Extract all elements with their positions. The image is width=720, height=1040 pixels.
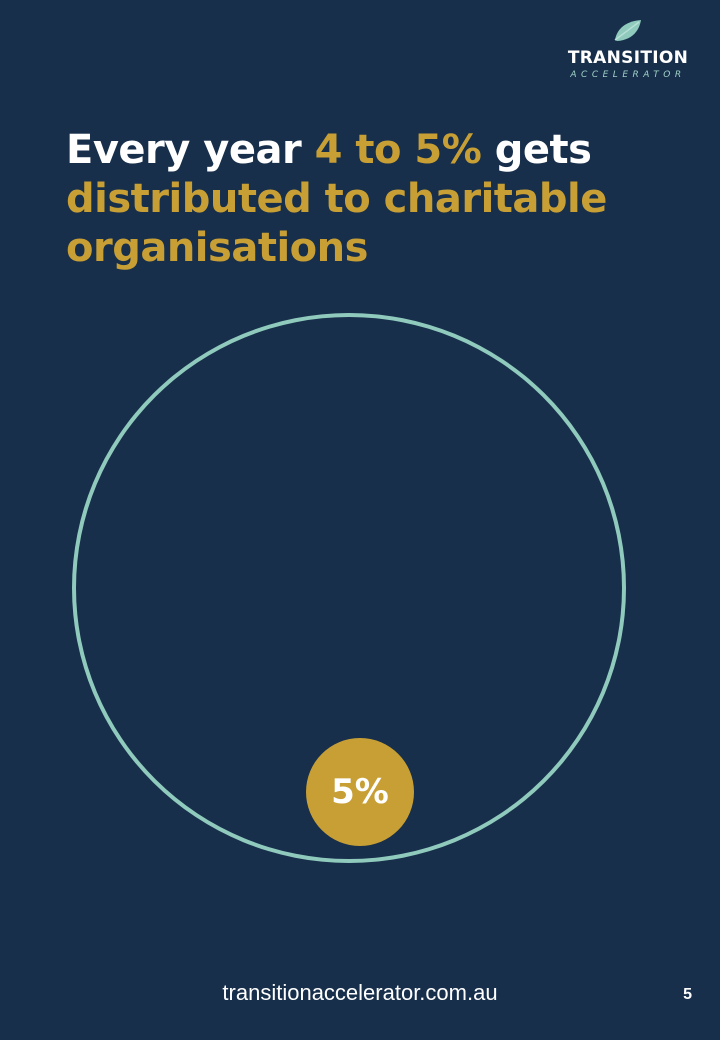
logo: TRANSITION ACCELERATOR (564, 18, 692, 88)
headline-part2: gets (481, 127, 592, 173)
footer-url[interactable]: transitionaccelerator.com.au (222, 980, 498, 1005)
distribution-badge: 5% (306, 738, 414, 846)
headline-highlight-percentage: 4 to 5% (314, 127, 482, 173)
page-number: 5 (683, 986, 692, 1003)
leaf-icon (564, 18, 692, 44)
distribution-badge-label: 5% (331, 772, 389, 812)
page-title: Every year 4 to 5% gets distributed to c… (66, 126, 666, 273)
distribution-diagram: 5% (72, 313, 626, 863)
logo-title: TRANSITION (567, 48, 689, 68)
endowment-circle (72, 313, 626, 863)
headline-part1: Every year (66, 127, 315, 173)
logo-subtitle: ACCELERATOR (570, 70, 686, 80)
headline-highlight-charities: distributed to charitable organisations (66, 176, 607, 271)
